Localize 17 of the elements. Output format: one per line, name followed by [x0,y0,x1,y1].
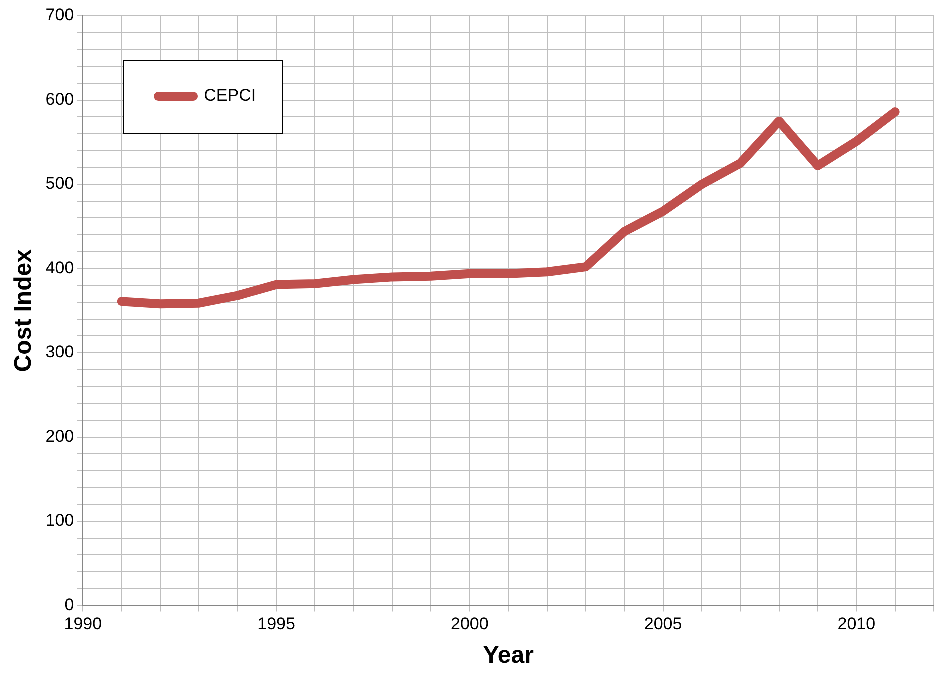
y-tick-label: 100 [46,511,74,530]
x-tick-label: 1990 [64,614,102,634]
x-tick-label: 2005 [644,614,682,634]
y-tick-label: 700 [46,6,74,25]
y-axis-title: Cost Index [10,248,38,372]
y-tick-label: 400 [46,258,74,278]
x-tick-label: 1995 [258,614,296,634]
x-axis-title: Year [483,642,534,670]
legend-panel: CEPCI [123,60,284,134]
y-tick-label: 0 [64,595,74,614]
y-tick-label: 500 [46,174,74,194]
legend-label: CEPCI [204,86,256,106]
y-tick-label: 200 [46,426,74,446]
y-tick-label: 300 [46,342,74,362]
x-tick-label: 2000 [450,614,489,634]
x-tick-label: 2010 [838,614,876,634]
y-tick-label: 600 [46,90,74,109]
